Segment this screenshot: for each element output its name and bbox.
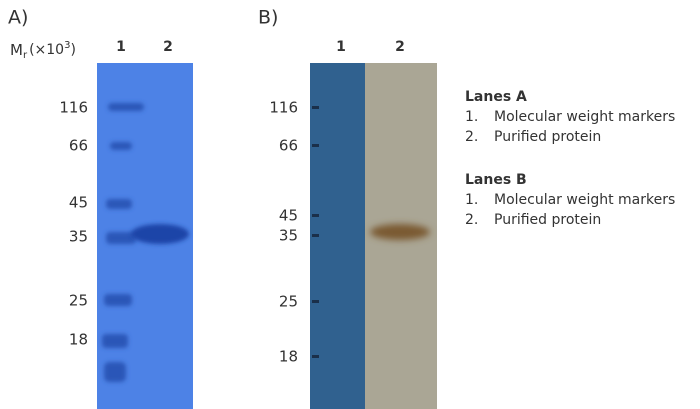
- mw-label: 18: [279, 348, 298, 366]
- protein-band: [370, 224, 430, 240]
- lane-label: 1: [336, 39, 346, 55]
- mw-label: 35: [279, 227, 298, 245]
- mw-label: 25: [279, 293, 298, 311]
- protein-band: [131, 224, 189, 244]
- mw-label: 45: [69, 194, 88, 212]
- panel-label: B): [258, 7, 278, 29]
- lane-label: 2: [395, 39, 405, 55]
- mw-label: 18: [69, 331, 88, 349]
- mw-label: 66: [69, 137, 88, 155]
- panel-label: A): [8, 7, 28, 29]
- marker-labels: 116 66 45 35 25 18: [269, 99, 298, 366]
- figure: A) Mr(×103) 1 2 116 66 45 35 25 18 B) 1 …: [0, 0, 700, 409]
- mw-label: 116: [59, 99, 88, 117]
- legend-num: 2.: [465, 212, 478, 228]
- legend-title: Lanes A: [465, 89, 527, 105]
- legend-text: Purified protein: [494, 212, 601, 228]
- lane-label: 2: [163, 39, 173, 55]
- legend-text: Purified protein: [494, 129, 601, 145]
- legend-num: 2.: [465, 129, 478, 145]
- mw-label: 45: [279, 207, 298, 225]
- mw-label: 66: [279, 137, 298, 155]
- legend-num: 1.: [465, 192, 478, 208]
- lane-label: 1: [116, 39, 126, 55]
- mw-label: 35: [69, 228, 88, 246]
- mr-label: Mr(×103): [10, 40, 76, 61]
- legend-num: 1.: [465, 109, 478, 125]
- marker-labels: 116 66 45 35 25 18: [59, 99, 88, 349]
- mw-label: 116: [269, 99, 298, 117]
- legend-title: Lanes B: [465, 172, 527, 188]
- legend-text: Molecular weight markers: [494, 109, 675, 125]
- mw-label: 25: [69, 292, 88, 310]
- legend-text: Molecular weight markers: [494, 192, 675, 208]
- legend: Lanes A 1. Molecular weight markers 2. P…: [465, 89, 675, 228]
